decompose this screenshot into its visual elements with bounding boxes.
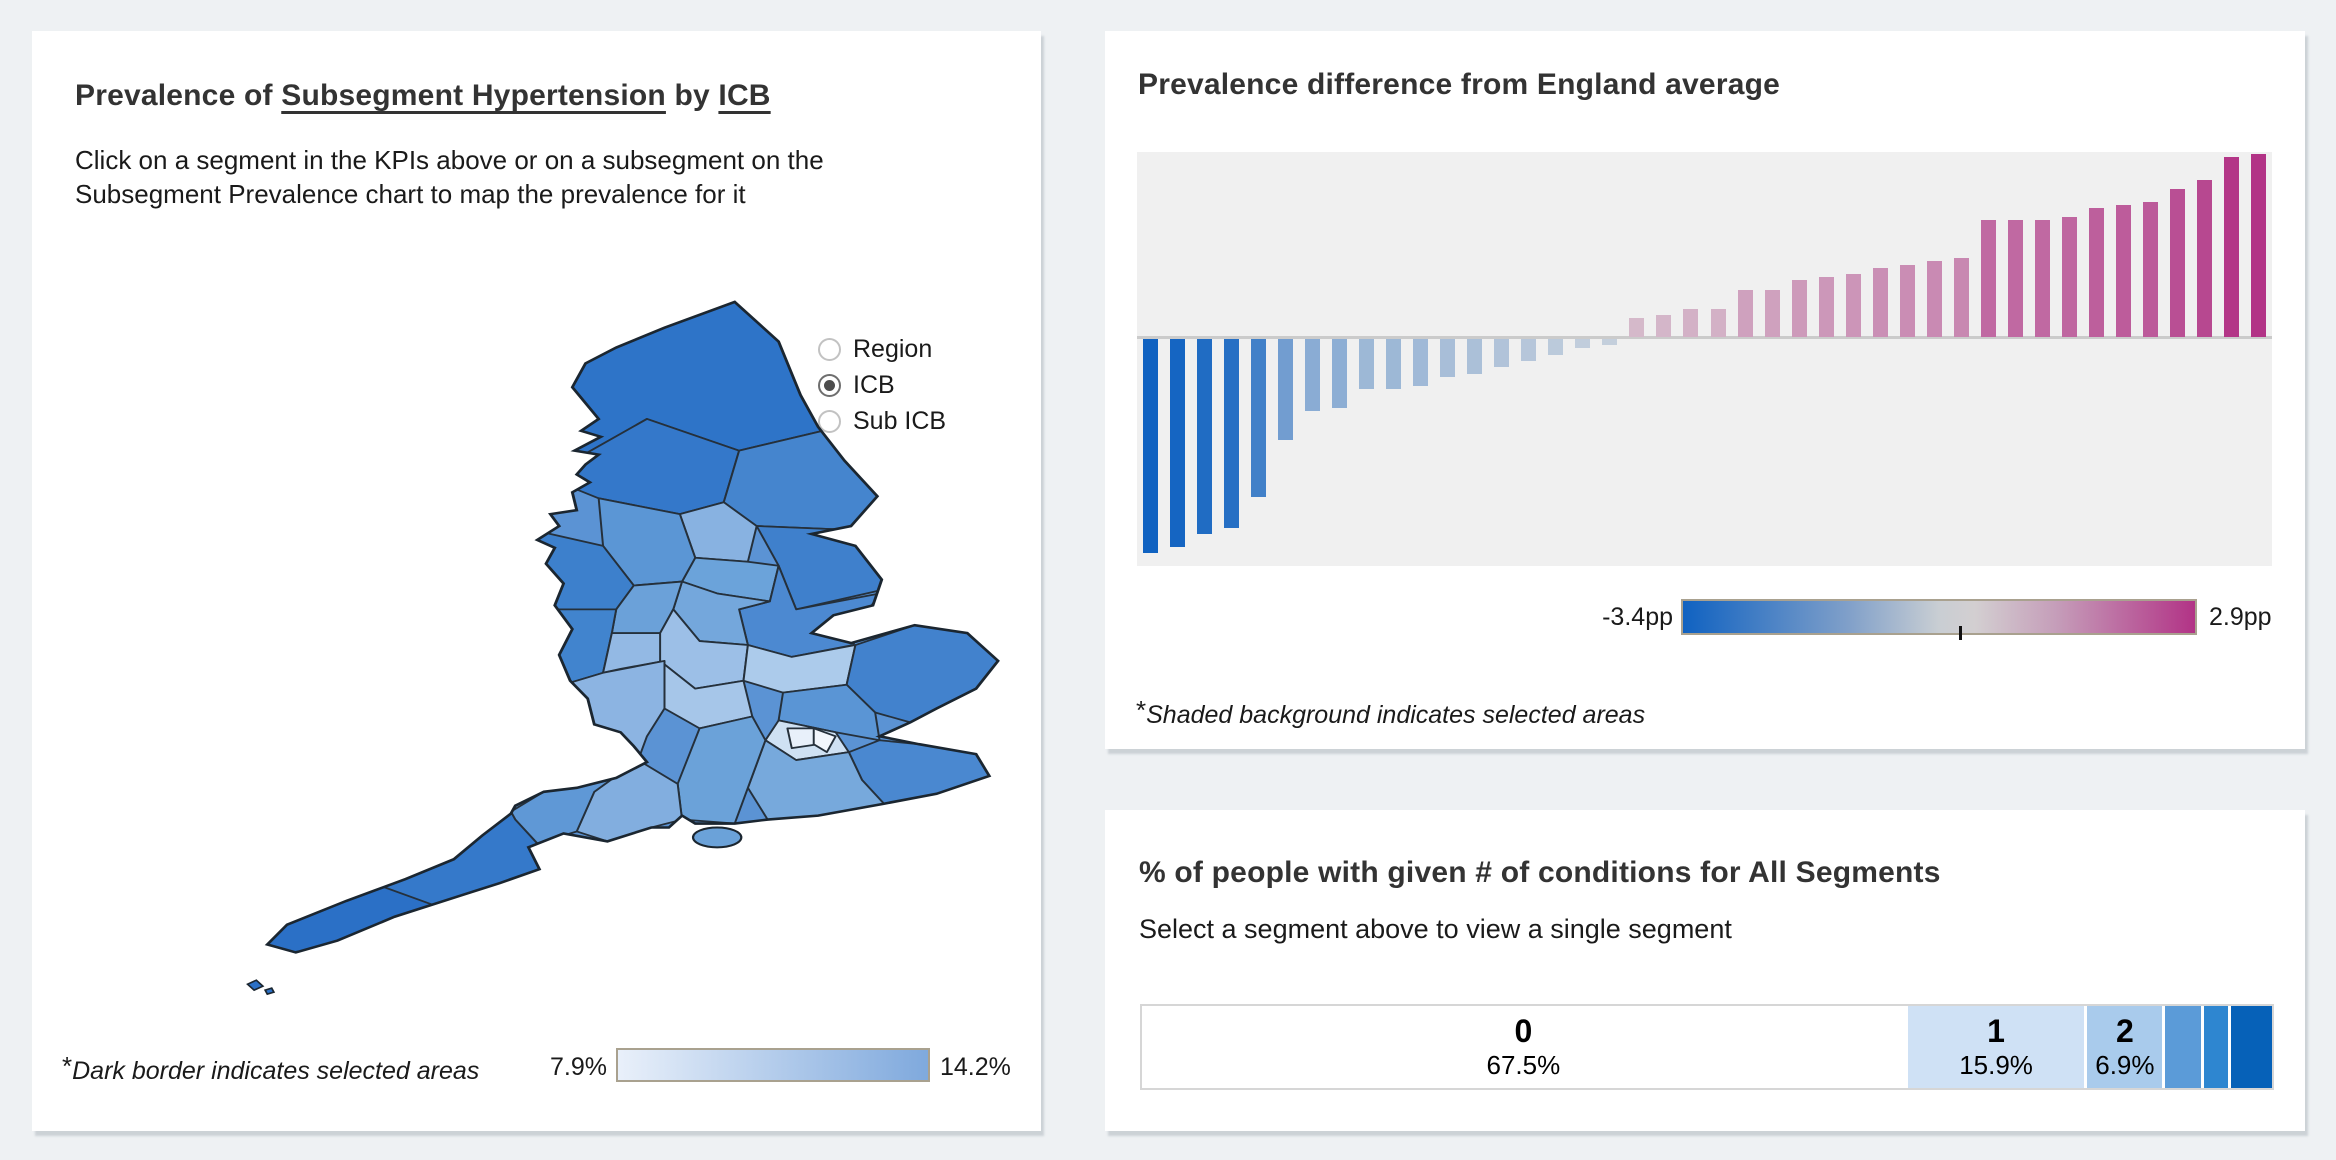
icb-bar[interactable] bbox=[1683, 308, 1699, 337]
map-panel: Prevalence of Subsegment Hypertension by… bbox=[32, 31, 1041, 1131]
radio-option-icb[interactable]: ICB bbox=[818, 367, 946, 403]
segment-percent-label: 15.9% bbox=[1959, 1050, 2033, 1080]
icb-bar[interactable] bbox=[2142, 201, 2158, 337]
segment-percent-label: 67.5% bbox=[1486, 1050, 1561, 1080]
condition-segment-2[interactable]: 2 6.9% bbox=[2084, 1006, 2163, 1088]
icb-bar[interactable] bbox=[2007, 220, 2023, 337]
asterisk: * bbox=[62, 1051, 73, 1081]
icb-bar[interactable] bbox=[1764, 289, 1780, 337]
icb-bar[interactable] bbox=[1143, 339, 1158, 554]
radio-unselected-icon[interactable] bbox=[818, 409, 841, 433]
title-part-geography: ICB bbox=[718, 79, 771, 112]
icb-bar[interactable] bbox=[1386, 339, 1402, 390]
icb-bar[interactable] bbox=[1980, 220, 1996, 337]
radio-option-sub-icb[interactable]: Sub ICB bbox=[818, 403, 946, 439]
icb-bar[interactable] bbox=[1602, 339, 1618, 346]
radio-label: ICB bbox=[853, 370, 895, 399]
condition-segment-3[interactable] bbox=[2162, 1006, 2201, 1088]
icb-bar[interactable] bbox=[2115, 204, 2131, 337]
icb-bar[interactable] bbox=[1575, 339, 1591, 349]
england-coastline bbox=[264, 300, 1000, 954]
icb-bar[interactable] bbox=[1953, 258, 1969, 337]
condition-segment-1[interactable]: 1 15.9% bbox=[1904, 1006, 2085, 1088]
icb-bar[interactable] bbox=[2250, 154, 2266, 337]
isles-of-scilly[interactable] bbox=[246, 979, 276, 996]
icb-bar[interactable] bbox=[1899, 264, 1915, 337]
icb-bar[interactable] bbox=[1737, 289, 1753, 337]
title-part-segment: Subsegment Hypertension bbox=[281, 79, 666, 112]
icb-bar[interactable] bbox=[2223, 157, 2239, 337]
map-legend-min-label: 7.9% bbox=[550, 1053, 607, 1081]
icb-bar[interactable] bbox=[1467, 339, 1483, 374]
icb-bar[interactable] bbox=[1278, 339, 1294, 440]
radio-option-region[interactable]: Region bbox=[818, 331, 946, 367]
icb-bar[interactable] bbox=[2061, 217, 2077, 337]
radio-label: Region bbox=[853, 334, 933, 363]
icb-bar[interactable] bbox=[1413, 339, 1429, 387]
icb-bar[interactable] bbox=[1305, 339, 1321, 412]
map-legend-max-label: 14.2% bbox=[940, 1053, 1011, 1081]
icb-bar[interactable] bbox=[1332, 339, 1348, 409]
bar-legend-min-label: -3.4pp bbox=[1602, 603, 1673, 631]
isle-of-wight[interactable] bbox=[691, 826, 743, 849]
icb-bar[interactable] bbox=[1251, 339, 1267, 497]
title-part: Prevalence of bbox=[75, 79, 282, 112]
icb-bar[interactable] bbox=[1845, 274, 1861, 337]
asterisk: * bbox=[1136, 695, 1147, 725]
radio-selected-icon[interactable] bbox=[818, 373, 841, 397]
map-footnote: *Dark border indicates selected areas bbox=[62, 1051, 479, 1086]
radio-unselected-icon[interactable] bbox=[818, 337, 841, 361]
icb-bar[interactable] bbox=[1224, 339, 1240, 528]
bar-legend-max-label: 2.9pp bbox=[2209, 603, 2272, 631]
bar-color-legend bbox=[1681, 599, 2197, 640]
bar-footnote-text: Shaded background indicates selected are… bbox=[1146, 701, 1646, 729]
icb-bar[interactable] bbox=[1359, 339, 1375, 390]
map-panel-title: Prevalence of Subsegment Hypertension by… bbox=[75, 79, 771, 113]
condition-segment-0[interactable]: 0 67.5% bbox=[1142, 1006, 1905, 1088]
england-choropleth-map[interactable] bbox=[230, 292, 1020, 1006]
icb-bar[interactable] bbox=[2034, 220, 2050, 337]
conditions-title: % of people with given # of conditions f… bbox=[1139, 856, 1941, 889]
diverging-bar-chart bbox=[1137, 152, 2272, 566]
conditions-subtitle: Select a segment above to view a single … bbox=[1139, 914, 1732, 944]
conditions-stacked-bar: 0 67.5% 1 15.9% 2 6.9% bbox=[1140, 1004, 2274, 1090]
icb-bar[interactable] bbox=[2169, 188, 2185, 337]
bar-chart-footnote: *Shaded background indicates selected ar… bbox=[1136, 695, 1645, 730]
segment-count-label: 2 bbox=[2115, 1013, 2134, 1049]
prevalence-difference-panel: Prevalence difference from England avera… bbox=[1105, 31, 2305, 749]
icb-bar[interactable] bbox=[1170, 339, 1186, 547]
segment-count-label: 0 bbox=[1514, 1013, 1533, 1049]
zero-baseline bbox=[1137, 336, 2272, 339]
icb-bar[interactable] bbox=[2088, 207, 2104, 337]
icb-bar[interactable] bbox=[1521, 339, 1537, 362]
bar-chart-title: Prevalence difference from England avera… bbox=[1138, 68, 1780, 101]
conditions-panel: % of people with given # of conditions f… bbox=[1105, 810, 2305, 1131]
map-instruction-text: Click on a segment in the KPIs above or … bbox=[75, 145, 824, 209]
icb-bar[interactable] bbox=[1494, 339, 1510, 368]
legend-zero-tick bbox=[1959, 626, 1963, 640]
segment-percent-label: 6.9% bbox=[2095, 1050, 2155, 1080]
icb-bar[interactable] bbox=[1440, 339, 1456, 377]
segment-count-label: 1 bbox=[1987, 1013, 2005, 1049]
icb-bar[interactable] bbox=[1548, 339, 1564, 355]
map-footnote-text: Dark border indicates selected areas bbox=[72, 1057, 480, 1085]
icb-bar[interactable] bbox=[1656, 314, 1672, 337]
icb-bar[interactable] bbox=[1629, 318, 1645, 337]
icb-bar[interactable] bbox=[1926, 261, 1942, 337]
icb-bar[interactable] bbox=[1818, 277, 1834, 337]
icb-bar[interactable] bbox=[1872, 267, 1888, 337]
radio-label: Sub ICB bbox=[853, 406, 947, 435]
geography-radio-group: Region ICB Sub ICB bbox=[818, 331, 946, 439]
title-part: by bbox=[665, 79, 719, 112]
condition-segment-5plus[interactable] bbox=[2227, 1006, 2272, 1088]
icb-bar[interactable] bbox=[1710, 308, 1726, 337]
icb-region[interactable] bbox=[812, 727, 837, 754]
icb-bar[interactable] bbox=[2196, 179, 2212, 337]
condition-segment-4[interactable] bbox=[2200, 1006, 2228, 1088]
icb-bar[interactable] bbox=[1197, 339, 1213, 535]
icb-bar[interactable] bbox=[1791, 280, 1807, 337]
map-color-legend bbox=[616, 1048, 930, 1082]
